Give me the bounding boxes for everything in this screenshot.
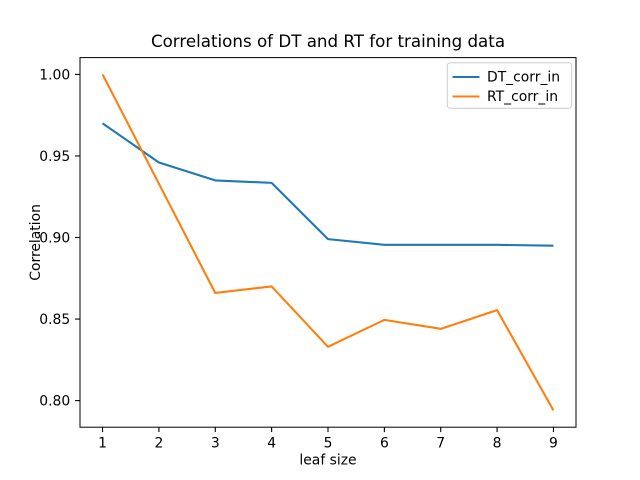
y-tick-label: 0.85 xyxy=(39,312,70,328)
x-tick-label: 7 xyxy=(436,436,445,452)
y-axis-label: Correlation xyxy=(28,204,44,281)
y-tick-label: 1.00 xyxy=(39,67,70,83)
x-tick-label: 2 xyxy=(154,436,163,452)
x-tick-label: 5 xyxy=(324,436,333,452)
legend-label-rt: RT_corr_in xyxy=(487,89,558,105)
legend-label-dt: DT_corr_in xyxy=(487,70,560,86)
series-line-RT_corr_in xyxy=(101,73,555,411)
plot-content: 1 2 3 4 5 6 7 8 9 0.80 0.85 0.90 0.95 1.00 xyxy=(39,67,558,451)
x-tick-label: 9 xyxy=(549,436,558,452)
x-axis-label: leaf size xyxy=(299,453,356,469)
chart-title: Correlations of DT and RT for training d… xyxy=(151,31,505,51)
x-tick-label: 3 xyxy=(211,436,220,452)
y-tick-label: 0.95 xyxy=(39,149,70,165)
series-line-DT_corr_in xyxy=(101,122,554,247)
x-tick-label: 4 xyxy=(267,436,276,452)
x-tick-label: 6 xyxy=(380,436,389,452)
legend: DT_corr_in RT_corr_in xyxy=(446,62,573,109)
x-tick-label: 1 xyxy=(98,436,107,452)
y-tick-label: 0.80 xyxy=(39,394,70,410)
y-tick-label: 0.90 xyxy=(39,230,70,246)
x-tick-label: 8 xyxy=(493,436,502,452)
plot-border xyxy=(79,57,577,428)
